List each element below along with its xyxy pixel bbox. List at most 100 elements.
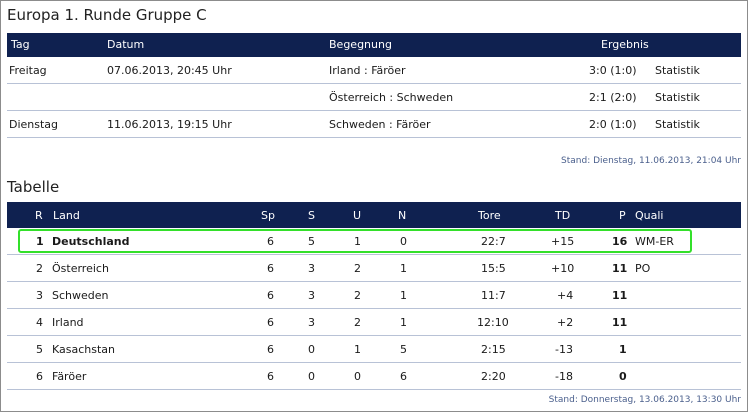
standings-row: 3 Schweden 6 3 2 1 11:7 +4 11	[7, 282, 741, 309]
row-tore: 22:7	[481, 235, 506, 248]
row-p: 16	[612, 235, 628, 248]
statistik-link[interactable]: Statistik	[655, 91, 700, 104]
row-td: +2	[557, 316, 574, 329]
row-s: 0	[308, 343, 315, 356]
header-sp: Sp	[261, 209, 275, 222]
standings-row: 4 Irland 6 3 2 1 12:10 +2 11	[7, 309, 741, 336]
match-row: Österreich : Schweden 2:1 (2:0) Statisti…	[7, 84, 741, 111]
row-s: 5	[308, 235, 315, 248]
row-p: 11	[612, 316, 628, 329]
standings-row: 1 Deutschland 6 5 1 0 22:7 +15 16 WM-ER	[7, 228, 741, 255]
row-tore: 2:15	[481, 343, 506, 356]
row-land[interactable]: Deutschland	[52, 235, 130, 248]
row-td: +15	[551, 235, 575, 248]
row-tore: 15:5	[481, 262, 506, 275]
row-land[interactable]: Färöer	[52, 370, 87, 383]
row-u: 2	[354, 289, 361, 302]
table-title: Tabelle	[7, 178, 60, 196]
row-quali: PO	[635, 262, 651, 275]
match-ergebnis: 2:1 (2:0)	[589, 91, 637, 104]
row-s: 3	[308, 262, 315, 275]
match-begegnung: Österreich : Schweden	[329, 91, 454, 104]
matches-header: Tag Datum Begegnung Ergebnis	[7, 33, 741, 57]
match-datum: 07.06.2013, 20:45 Uhr	[107, 64, 232, 77]
highlight-outline	[18, 229, 692, 253]
row-rank: 6	[36, 370, 43, 383]
row-tore: 12:10	[477, 316, 509, 329]
header-datum: Datum	[107, 38, 145, 51]
row-sp: 6	[267, 289, 274, 302]
header-begegnung: Begegnung	[329, 38, 392, 51]
header-s: S	[308, 209, 315, 222]
row-u: 0	[354, 370, 361, 383]
row-n: 1	[400, 316, 407, 329]
row-quali: WM-ER	[635, 235, 674, 248]
row-p: 1	[619, 343, 627, 356]
row-rank: 3	[36, 289, 43, 302]
row-td: +4	[557, 289, 574, 302]
match-datum: 11.06.2013, 19:15 Uhr	[107, 118, 232, 131]
row-s: 0	[308, 370, 315, 383]
row-u: 2	[354, 316, 361, 329]
header-p: P	[619, 209, 626, 222]
row-n: 5	[400, 343, 407, 356]
header-tore: Tore	[478, 209, 501, 222]
standings-row: 2 Österreich 6 3 2 1 15:5 +10 11 PO	[7, 255, 741, 282]
header-u: U	[353, 209, 362, 222]
row-land[interactable]: Österreich	[52, 262, 109, 275]
row-sp: 6	[267, 262, 274, 275]
match-ergebnis: 2:0 (1:0)	[589, 118, 637, 131]
row-sp: 6	[267, 343, 274, 356]
row-n: 0	[400, 235, 407, 248]
row-u: 1	[354, 343, 361, 356]
header-tag: Tag	[11, 38, 30, 51]
row-rank: 5	[36, 343, 43, 356]
row-p: 0	[619, 370, 627, 383]
row-td: -13	[555, 343, 573, 356]
header-quali: Quali	[635, 209, 664, 222]
row-rank: 2	[36, 262, 43, 275]
matches-stand: Stand: Dienstag, 11.06.2013, 21:04 Uhr	[561, 156, 741, 166]
match-ergebnis: 3:0 (1:0)	[589, 64, 637, 77]
row-rank: 1	[36, 235, 44, 248]
row-tore: 2:20	[481, 370, 506, 383]
row-s: 3	[308, 316, 315, 329]
row-land[interactable]: Schweden	[52, 289, 109, 302]
row-sp: 6	[267, 316, 274, 329]
row-n: 6	[400, 370, 407, 383]
standings-row: 5 Kasachstan 6 0 1 5 2:15 -13 1	[7, 336, 741, 363]
header-land: Land	[53, 209, 80, 222]
row-u: 2	[354, 262, 361, 275]
standings-header: R Land Sp S U N Tore TD P Quali	[7, 202, 741, 228]
row-sp: 6	[267, 235, 274, 248]
row-td: +10	[551, 262, 575, 275]
header-r: R	[35, 209, 43, 222]
row-sp: 6	[267, 370, 274, 383]
row-land[interactable]: Irland	[52, 316, 84, 329]
statistik-link[interactable]: Statistik	[655, 118, 700, 131]
row-p: 11	[612, 289, 628, 302]
row-td: -18	[555, 370, 573, 383]
row-tore: 11:7	[481, 289, 506, 302]
row-rank: 4	[36, 316, 43, 329]
table-stand: Stand: Donnerstag, 13.06.2013, 13:30 Uhr	[548, 395, 741, 405]
row-n: 1	[400, 289, 407, 302]
standings-row: 6 Färöer 6 0 0 6 2:20 -18 0	[7, 363, 741, 390]
header-n: N	[398, 209, 407, 222]
row-n: 1	[400, 262, 407, 275]
row-land[interactable]: Kasachstan	[52, 343, 116, 356]
row-p: 11	[612, 262, 628, 275]
header-td: TD	[555, 209, 571, 222]
match-tag: Dienstag	[9, 118, 59, 131]
statistik-link[interactable]: Statistik	[655, 64, 700, 77]
match-row: Dienstag 11.06.2013, 19:15 Uhr Schweden …	[7, 111, 741, 138]
header-ergebnis: Ergebnis	[601, 38, 649, 51]
row-u: 1	[354, 235, 361, 248]
match-tag: Freitag	[9, 64, 47, 77]
match-row: Freitag 07.06.2013, 20:45 Uhr Irland : F…	[7, 57, 741, 84]
group-title: Europa 1. Runde Gruppe C	[7, 6, 207, 24]
row-s: 3	[308, 289, 315, 302]
match-begegnung: Schweden : Färöer	[329, 118, 431, 131]
match-begegnung: Irland : Färöer	[329, 64, 406, 77]
